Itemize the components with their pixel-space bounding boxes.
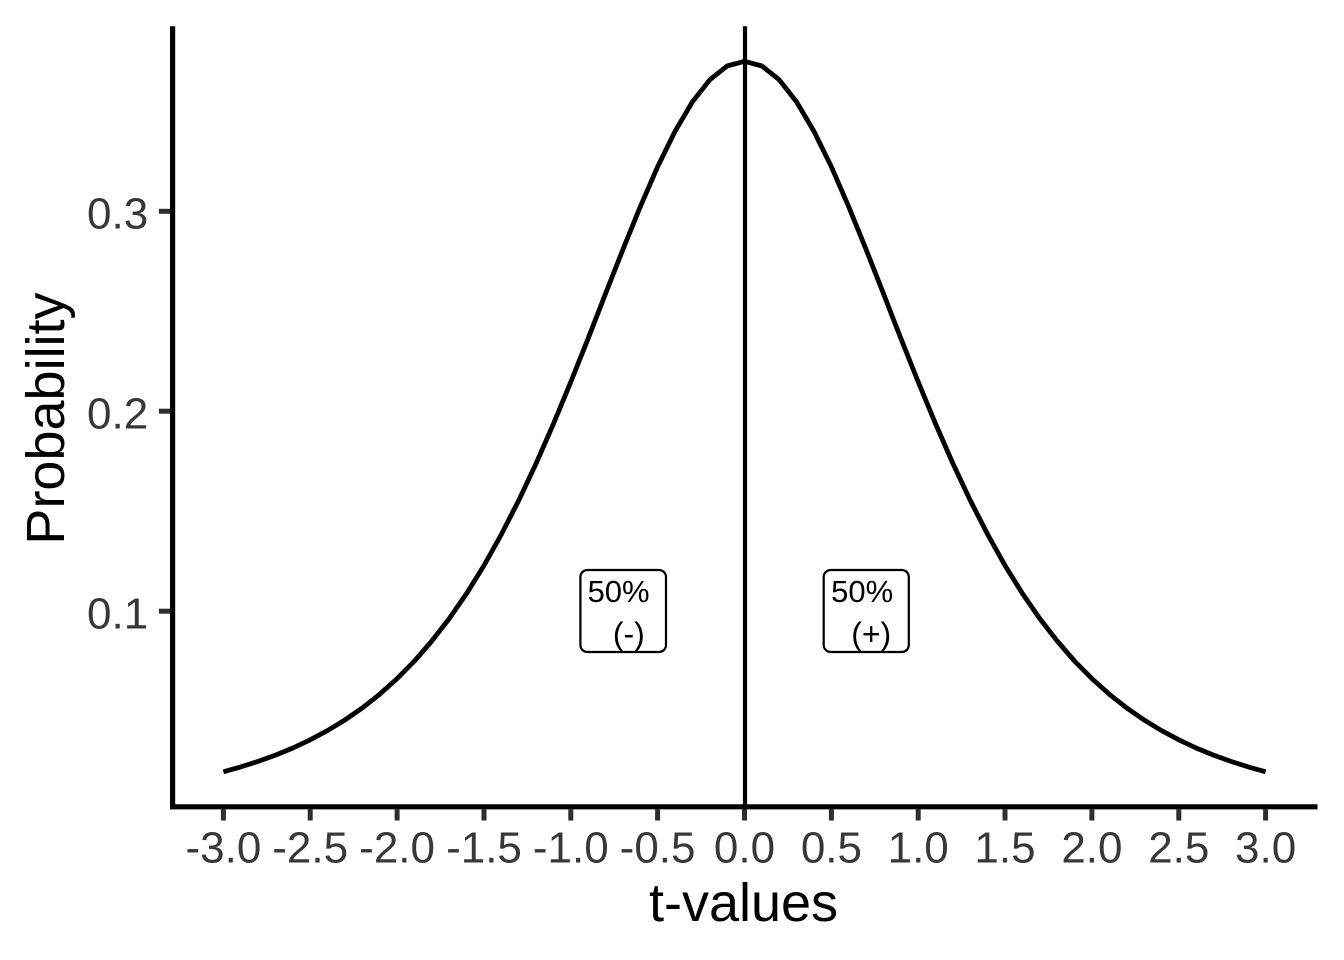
svg-text:Probability: Probability bbox=[16, 292, 76, 544]
svg-text:1.0: 1.0 bbox=[888, 824, 949, 873]
svg-text:2.5: 2.5 bbox=[1148, 824, 1209, 873]
svg-text:50%: 50% bbox=[831, 574, 893, 609]
svg-text:0.2: 0.2 bbox=[87, 389, 148, 438]
svg-text:0.5: 0.5 bbox=[801, 824, 862, 873]
svg-text:-2.0: -2.0 bbox=[359, 824, 435, 873]
svg-text:t-values: t-values bbox=[649, 873, 838, 933]
svg-text:-1.5: -1.5 bbox=[446, 824, 522, 873]
svg-text:-0.5: -0.5 bbox=[620, 824, 696, 873]
svg-text:0.1: 0.1 bbox=[87, 589, 148, 638]
svg-text:-2.5: -2.5 bbox=[272, 824, 348, 873]
svg-text:0.0: 0.0 bbox=[714, 824, 775, 873]
svg-text:0.3: 0.3 bbox=[87, 190, 148, 239]
svg-text:3.0: 3.0 bbox=[1235, 824, 1296, 873]
svg-text:2.0: 2.0 bbox=[1061, 824, 1122, 873]
svg-text:(+): (+) bbox=[851, 616, 891, 652]
svg-text:1.5: 1.5 bbox=[974, 824, 1035, 873]
svg-text:50%: 50% bbox=[588, 574, 650, 609]
svg-text:-1.0: -1.0 bbox=[533, 824, 609, 873]
svg-text:-3.0: -3.0 bbox=[185, 824, 261, 873]
svg-text:(-): (-) bbox=[613, 616, 645, 652]
